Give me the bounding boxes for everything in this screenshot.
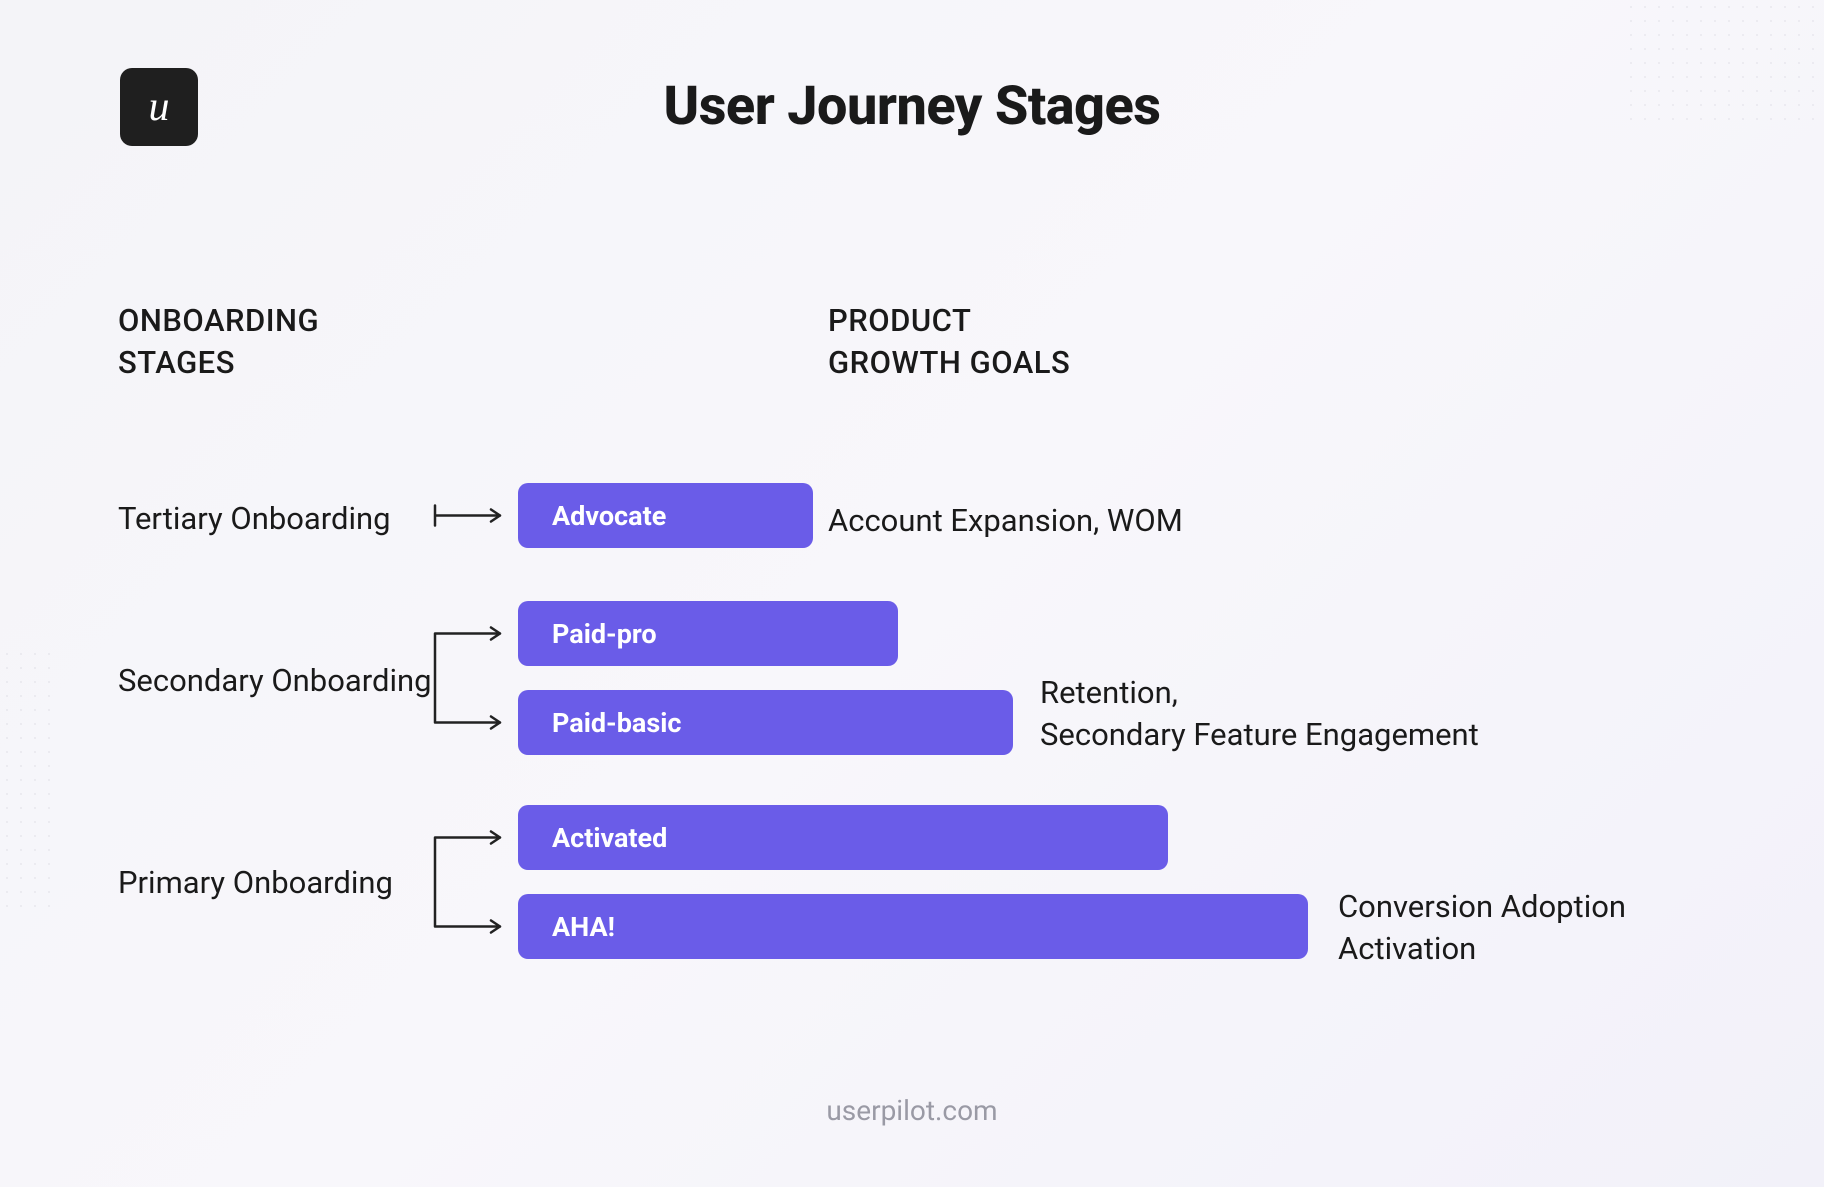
infographic-canvas: u User Journey Stages ONBOARDING STAGESP… — [0, 0, 1824, 1187]
arrow-connector-icon — [0, 0, 1824, 1187]
footer-attribution: userpilot.com — [0, 1094, 1824, 1127]
